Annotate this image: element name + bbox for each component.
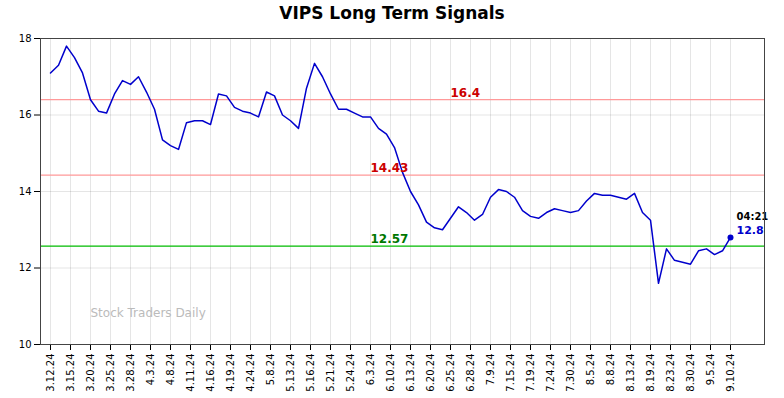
svg-text:3.20.24: 3.20.24 bbox=[85, 354, 96, 392]
svg-text:14: 14 bbox=[19, 186, 32, 197]
svg-text:9.10.24: 9.10.24 bbox=[725, 354, 736, 392]
svg-text:7.15.24: 7.15.24 bbox=[505, 354, 516, 392]
svg-text:4.11.24: 4.11.24 bbox=[185, 354, 196, 392]
svg-text:5.8.24: 5.8.24 bbox=[265, 354, 276, 386]
svg-text:7.24.24: 7.24.24 bbox=[545, 354, 556, 392]
svg-text:12: 12 bbox=[19, 262, 32, 273]
svg-text:12.8: 12.8 bbox=[737, 224, 764, 237]
svg-text:8.23.24: 8.23.24 bbox=[665, 354, 676, 392]
svg-text:3.15.24: 3.15.24 bbox=[65, 354, 76, 392]
svg-text:8.19.24: 8.19.24 bbox=[645, 354, 656, 392]
svg-text:9.5.24: 9.5.24 bbox=[705, 354, 716, 386]
svg-text:7.19.24: 7.19.24 bbox=[525, 354, 536, 392]
svg-text:Stock Traders Daily: Stock Traders Daily bbox=[91, 306, 206, 320]
svg-text:8.8.24: 8.8.24 bbox=[605, 354, 616, 386]
svg-text:4.3.24: 4.3.24 bbox=[145, 354, 156, 386]
svg-text:6.3.24: 6.3.24 bbox=[365, 354, 376, 386]
svg-text:5.24.24: 5.24.24 bbox=[345, 354, 356, 392]
html-text:VIPS Long Term Signals: VIPS Long Term Signals bbox=[279, 3, 505, 23]
svg-text:4.8.24: 4.8.24 bbox=[165, 354, 176, 386]
svg-text:6.13.24: 6.13.24 bbox=[405, 354, 416, 392]
svg-text:14.43: 14.43 bbox=[371, 161, 409, 175]
svg-text:3.28.24: 3.28.24 bbox=[125, 354, 136, 392]
svg-text:18: 18 bbox=[19, 33, 32, 44]
svg-text:6.10.24: 6.10.24 bbox=[385, 354, 396, 392]
svg-text:16: 16 bbox=[19, 109, 32, 120]
svg-text:16.4: 16.4 bbox=[451, 86, 481, 100]
svg-text:10: 10 bbox=[19, 339, 32, 350]
svg-text:7.9.24: 7.9.24 bbox=[485, 354, 496, 386]
svg-text:4.24.24: 4.24.24 bbox=[245, 354, 256, 392]
svg-text:8.30.24: 8.30.24 bbox=[685, 354, 696, 392]
svg-text:6.28.24: 6.28.24 bbox=[465, 354, 476, 392]
svg-text:4.16.24: 4.16.24 bbox=[205, 354, 216, 392]
svg-text:6.20.24: 6.20.24 bbox=[425, 354, 436, 392]
svg-text:8.5.24: 8.5.24 bbox=[585, 354, 596, 386]
svg-text:7.30.24: 7.30.24 bbox=[565, 354, 576, 392]
svg-text:12.57: 12.57 bbox=[371, 232, 409, 246]
svg-text:5.13.24: 5.13.24 bbox=[285, 354, 296, 392]
svg-text:8.13.24: 8.13.24 bbox=[625, 354, 636, 392]
svg-text:5.21.24: 5.21.24 bbox=[325, 354, 336, 392]
svg-text:4.19.24: 4.19.24 bbox=[225, 354, 236, 392]
svg-text:6.25.24: 6.25.24 bbox=[445, 354, 456, 392]
svg-text:04:21: 04:21 bbox=[737, 211, 769, 222]
svg-text:5.16.24: 5.16.24 bbox=[305, 354, 316, 392]
svg-text:3.25.24: 3.25.24 bbox=[105, 354, 116, 392]
svg-text:3.12.24: 3.12.24 bbox=[45, 354, 56, 392]
